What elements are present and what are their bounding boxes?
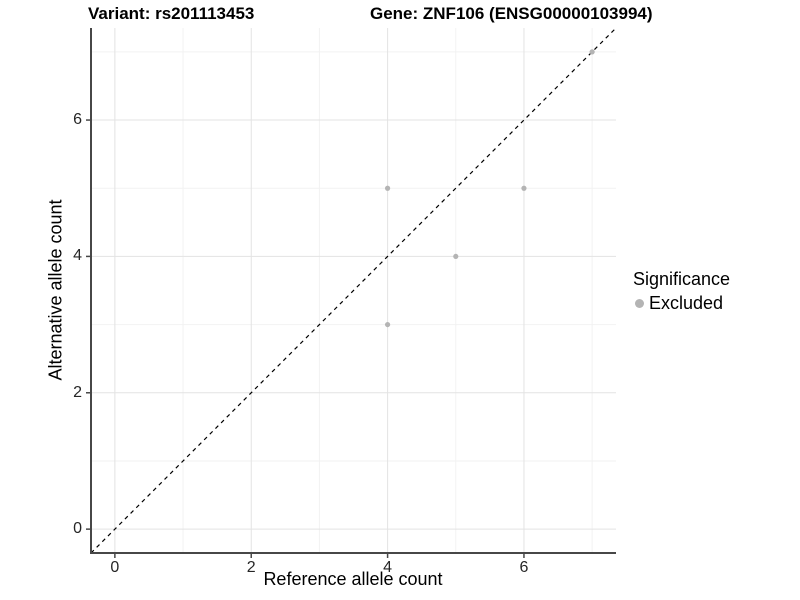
legend-title: Significance (633, 269, 731, 289)
identity-line (90, 27, 617, 554)
plot-title-gene: Gene: ZNF106 (ENSG00000103994) (370, 4, 653, 23)
data-point (589, 49, 595, 55)
y-tick-label: 6 (73, 111, 82, 129)
data-point (384, 321, 391, 328)
plot-title-variant: Variant: rs201113453 (88, 4, 255, 23)
y-axis-title: Alternative allele count (45, 199, 66, 381)
data-point (453, 253, 459, 260)
y-tick-label: 4 (73, 247, 82, 265)
x-axis-title: Reference allele count (263, 569, 443, 589)
y-tick-label: 0 (73, 520, 82, 538)
legend: Significance Excluded (633, 269, 730, 314)
y-tick-label: 2 (73, 383, 82, 401)
legend-item-label: Excluded (649, 293, 724, 313)
data-point (521, 185, 527, 191)
x-tick-label: 2 (246, 559, 256, 576)
data-point (384, 185, 391, 191)
excluded-point-icon (635, 299, 644, 308)
x-tick-label: 6 (519, 559, 529, 576)
x-tick-label: 0 (110, 559, 120, 576)
x-tick-label: 4 (383, 559, 393, 576)
legend-item-excluded: Excluded (633, 293, 730, 314)
